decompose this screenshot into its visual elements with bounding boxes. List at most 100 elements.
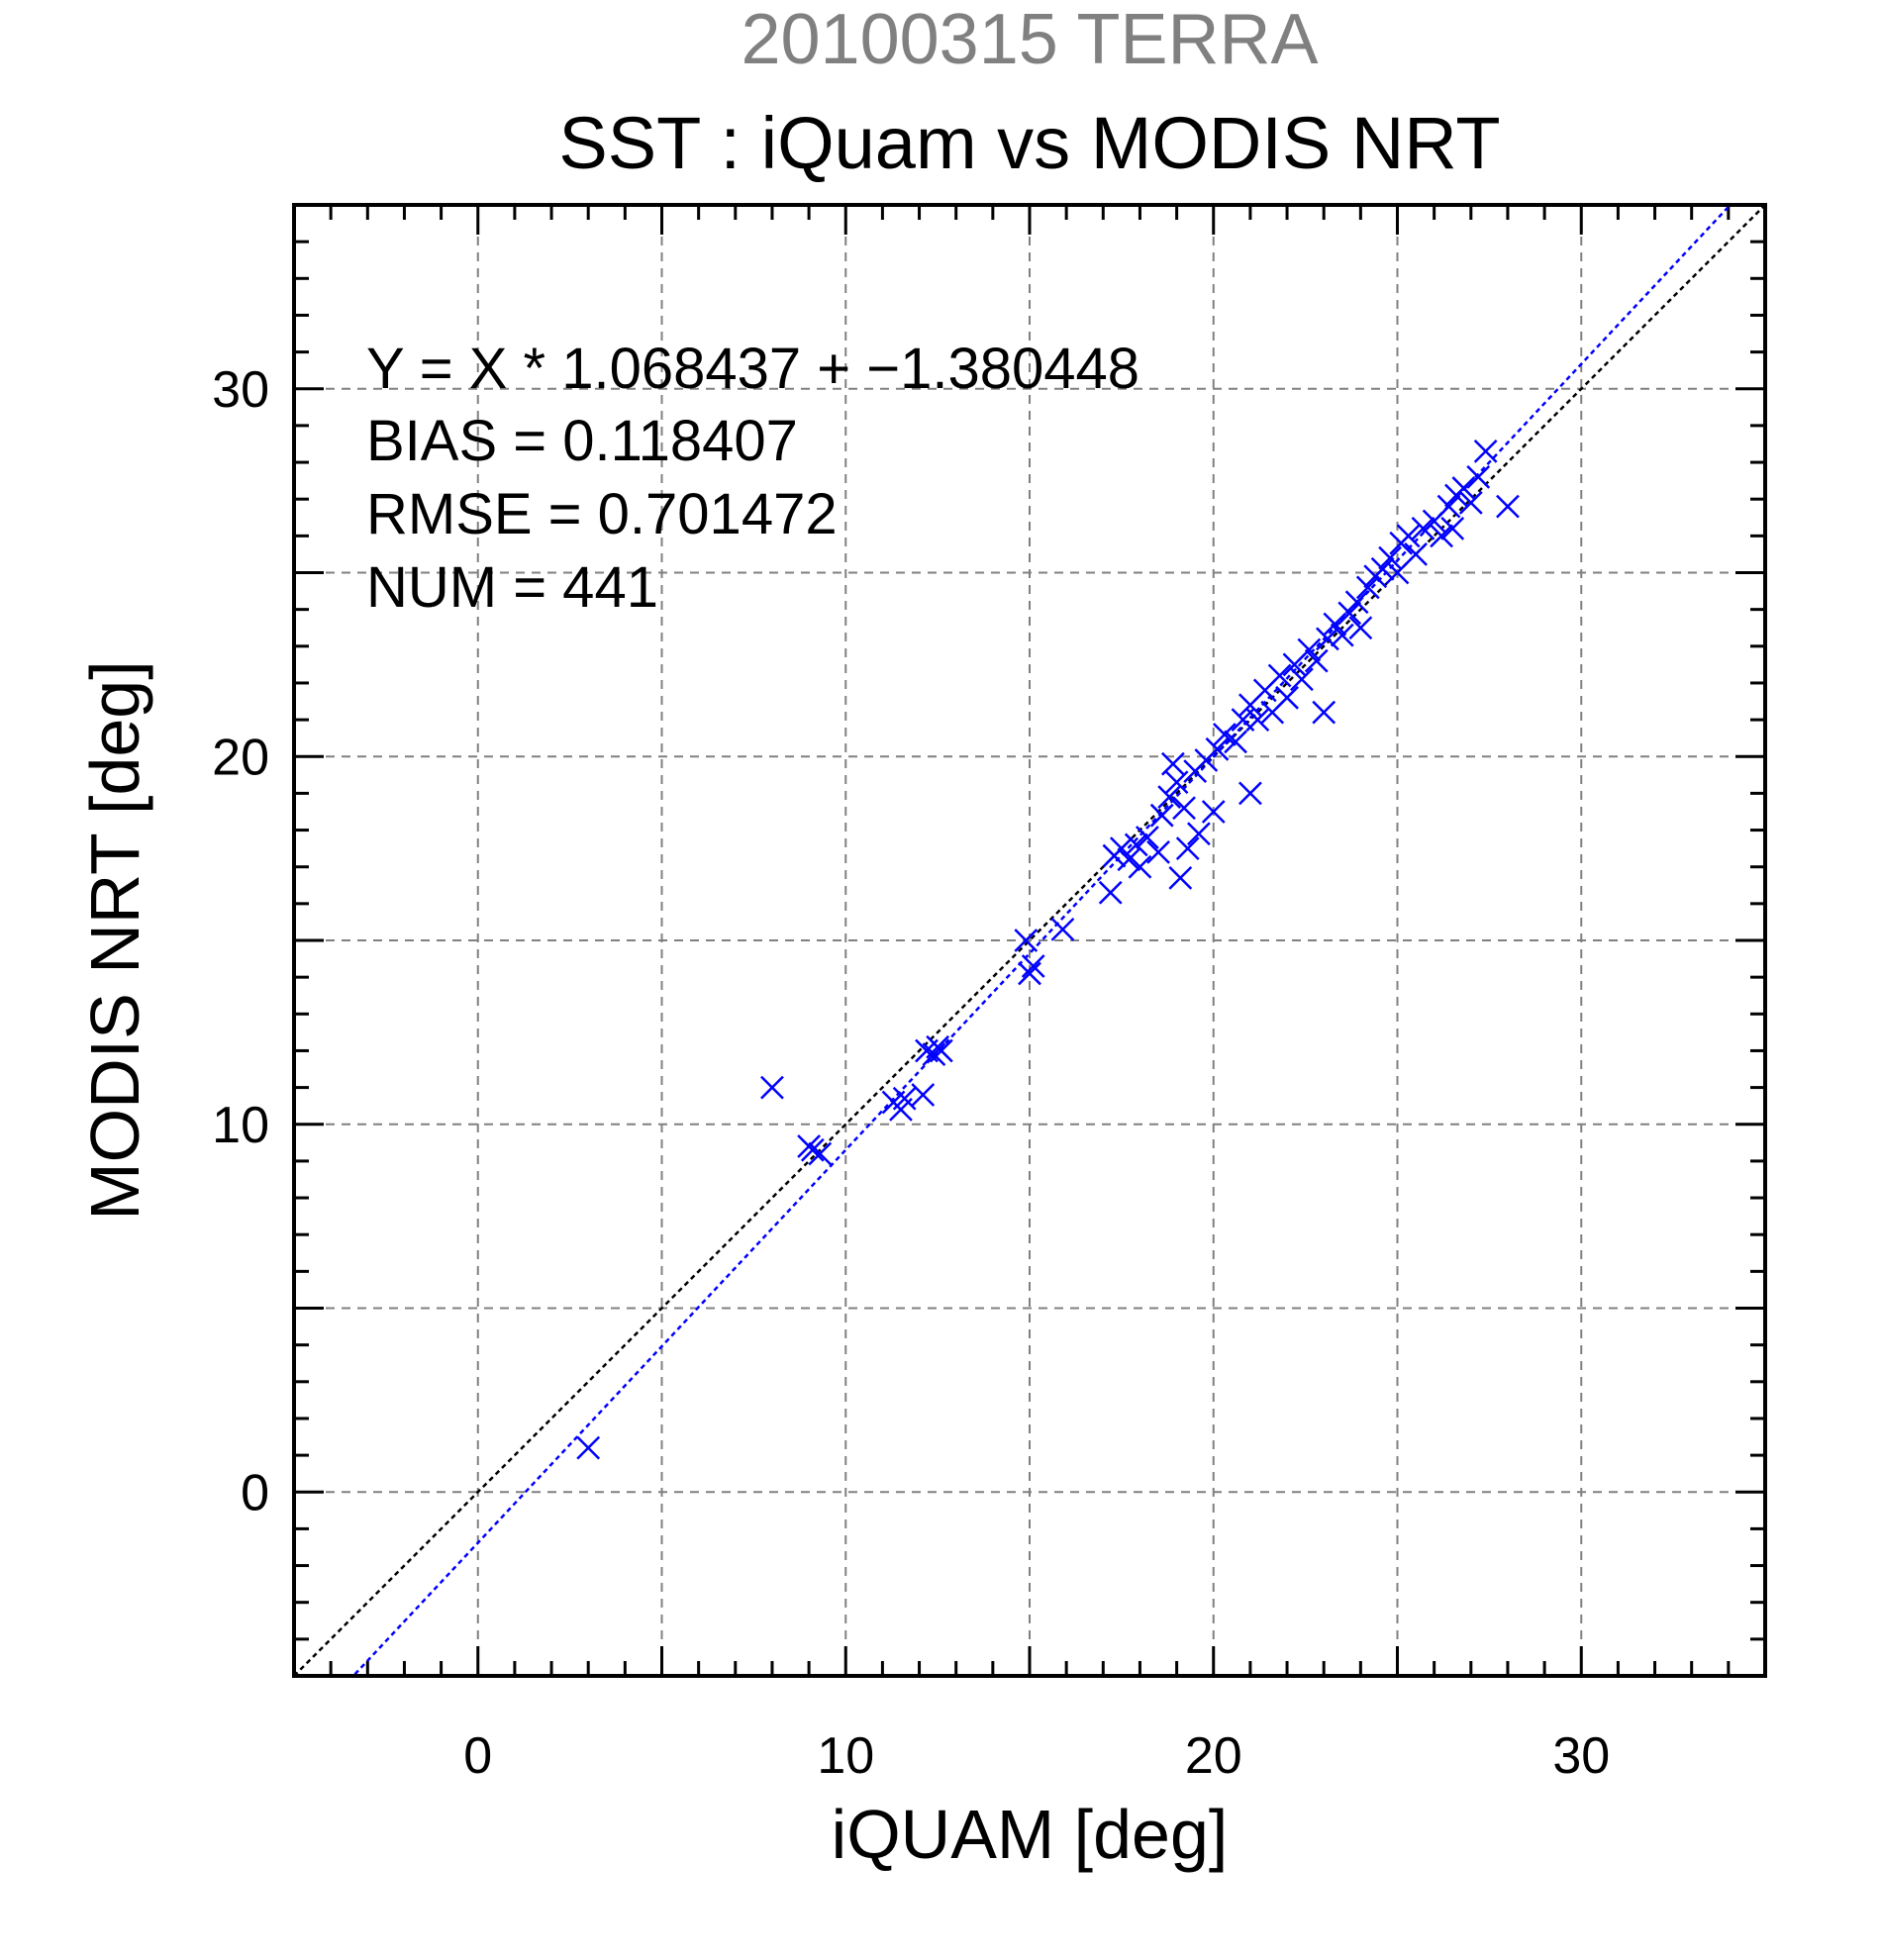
data-points xyxy=(576,440,1520,1460)
data-point xyxy=(1135,826,1159,849)
data-point xyxy=(1018,961,1041,986)
data-point-stroke xyxy=(1404,542,1428,566)
data-point-stroke xyxy=(1496,494,1520,519)
data-point xyxy=(1411,517,1436,540)
data-point xyxy=(1267,663,1292,688)
data-point xyxy=(1430,524,1453,548)
data-point xyxy=(808,1141,833,1166)
data-point xyxy=(929,1038,953,1063)
data-point-stroke xyxy=(1164,770,1189,795)
x-tick-label: 20 xyxy=(1185,1727,1242,1785)
data-point-stroke xyxy=(1205,736,1230,761)
data-point xyxy=(1440,517,1465,540)
data-point xyxy=(576,1435,601,1460)
data-point xyxy=(1205,736,1230,761)
data-point-stroke xyxy=(892,1086,917,1111)
data-point xyxy=(1014,929,1039,952)
data-point-stroke xyxy=(1238,781,1262,806)
y-tick-label: 30 xyxy=(212,361,269,419)
data-point-stroke xyxy=(1224,730,1247,754)
data-point-stroke xyxy=(760,1075,784,1100)
data-point xyxy=(1175,836,1200,861)
data-point-stroke xyxy=(1175,836,1200,861)
data-point-stroke xyxy=(1312,700,1336,725)
data-point xyxy=(1245,708,1270,732)
data-point-stroke xyxy=(1014,929,1039,952)
data-point xyxy=(1168,865,1193,890)
data-point-stroke xyxy=(1275,685,1299,710)
y-tick-label: 20 xyxy=(212,729,269,786)
y-tick-label: 10 xyxy=(212,1097,269,1154)
data-point-stroke xyxy=(1124,833,1148,857)
data-point xyxy=(1378,545,1402,570)
data-point-stroke xyxy=(1385,560,1410,585)
data-point xyxy=(922,1042,946,1067)
data-point-stroke xyxy=(1396,524,1421,548)
data-point-stroke xyxy=(1436,494,1461,519)
data-point-stroke xyxy=(1135,826,1159,849)
data-point xyxy=(797,1134,821,1158)
data-point xyxy=(1201,800,1226,824)
data-point xyxy=(1337,601,1362,626)
data-point xyxy=(1473,440,1498,463)
data-point-stroke xyxy=(1128,854,1152,879)
data-point-stroke xyxy=(1290,667,1314,692)
data-point-stroke xyxy=(1297,637,1322,662)
x-tick-label: 30 xyxy=(1552,1727,1610,1785)
data-point xyxy=(1161,751,1185,776)
data-point xyxy=(1187,822,1211,846)
x-tick-label: 0 xyxy=(463,1727,492,1785)
data-point-stroke xyxy=(1117,847,1141,872)
data-point xyxy=(1128,854,1152,879)
stat-num: NUM = 441 xyxy=(366,555,658,620)
data-point xyxy=(1290,667,1314,692)
data-point-stroke xyxy=(1245,708,1270,732)
data-point xyxy=(1021,954,1045,978)
data-point xyxy=(911,1083,936,1107)
data-point-stroke xyxy=(1316,627,1339,651)
data-point-stroke xyxy=(922,1042,946,1067)
stat-bias: BIAS = 0.118407 xyxy=(366,409,798,473)
data-point-stroke xyxy=(576,1435,601,1460)
y-tick-label: 0 xyxy=(241,1464,269,1521)
chart-subtitle: 20100315 TERRA xyxy=(741,0,1318,79)
plot-frame xyxy=(292,203,1767,1678)
data-point xyxy=(1050,917,1075,941)
tick-labels: 0 10 20 30 0 10 20 30 xyxy=(212,361,1610,1785)
data-point xyxy=(1224,730,1247,754)
data-point xyxy=(1355,575,1380,600)
data-point xyxy=(1496,494,1520,519)
data-point xyxy=(1396,524,1421,548)
data-point xyxy=(1458,491,1483,515)
data-point xyxy=(760,1075,784,1100)
data-point-stroke xyxy=(1344,590,1369,615)
data-point-stroke xyxy=(1172,796,1196,821)
data-point xyxy=(1312,700,1336,725)
x-tick-label: 10 xyxy=(817,1727,874,1785)
data-point-stroke xyxy=(929,1038,953,1063)
data-point xyxy=(1149,803,1174,828)
data-point-stroke xyxy=(1330,623,1354,647)
data-point-stroke xyxy=(1201,800,1226,824)
data-point-stroke xyxy=(1411,517,1436,540)
data-point xyxy=(1370,556,1395,581)
stat-equation: Y = X * 1.068437 + −1.380448 xyxy=(366,337,1139,401)
data-point-stroke xyxy=(1146,839,1170,864)
data-point-stroke xyxy=(1267,663,1292,688)
data-point-stroke xyxy=(1157,785,1182,809)
data-point xyxy=(1238,781,1262,806)
data-point-stroke xyxy=(1430,524,1453,548)
data-point xyxy=(1466,465,1491,489)
data-point-stroke xyxy=(1161,751,1185,776)
data-point-stroke xyxy=(1050,917,1075,941)
data-point xyxy=(1436,494,1461,519)
data-point xyxy=(1098,880,1123,905)
data-point-stroke xyxy=(1168,865,1193,890)
data-point-stroke xyxy=(797,1134,821,1158)
data-point xyxy=(1164,770,1189,795)
data-point-stroke xyxy=(1098,880,1123,905)
x-axis-label: iQUAM [deg] xyxy=(832,1796,1229,1873)
data-point xyxy=(1404,542,1428,566)
data-point xyxy=(1109,836,1134,861)
